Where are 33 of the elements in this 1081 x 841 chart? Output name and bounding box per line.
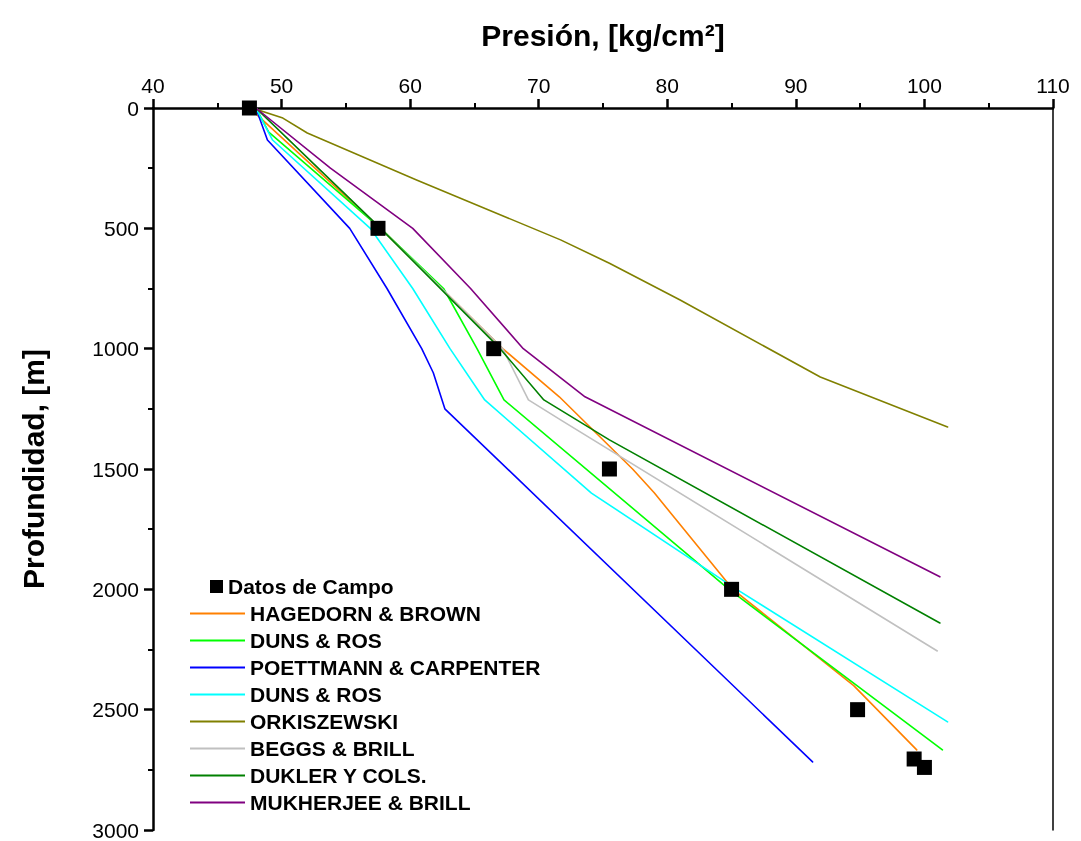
- y-axis-title: Profundidad, [m]: [16, 349, 50, 589]
- y-tick-label: 2500: [92, 698, 139, 722]
- y-tick-label: 2000: [92, 577, 139, 601]
- y-tick-label: 1500: [92, 457, 139, 481]
- x-tick-label: 70: [527, 74, 551, 97]
- point: [486, 341, 502, 357]
- y-tick-label: 3000: [92, 818, 139, 841]
- point: [850, 702, 866, 718]
- legend-label: POETTMANN & CARPENTER: [250, 656, 541, 679]
- legend-label: Datos de Campo: [228, 575, 394, 598]
- point: [916, 759, 932, 775]
- point: [601, 461, 617, 477]
- x-axis-title: Presión, [kg/cm²]: [481, 18, 725, 52]
- legend-label: DUKLER Y COLS.: [250, 764, 427, 787]
- x-tick-label: 90: [784, 74, 808, 97]
- point: [724, 581, 740, 597]
- x-tick-label: 110: [1036, 74, 1070, 97]
- y-tick-label: 500: [103, 216, 139, 240]
- legend-label: DUNS & ROS: [250, 683, 382, 706]
- x-tick-label: 100: [906, 74, 942, 97]
- x-tick-label: 40: [141, 74, 165, 97]
- legend-label: MUKHERJEE & BRILL: [250, 791, 471, 814]
- x-tick-label: 80: [655, 74, 679, 97]
- x-tick-label: 60: [398, 74, 422, 97]
- point: [241, 100, 257, 116]
- y-tick-label: 0: [127, 96, 139, 120]
- point: [370, 220, 386, 236]
- legend-label: BEGGS & BRILL: [250, 737, 415, 760]
- x-tick-label: 50: [269, 74, 294, 97]
- legend-label: DUNS & ROS: [250, 629, 382, 652]
- legend-label: ORKISZEWSKI: [250, 710, 399, 733]
- y-tick-label: 1000: [92, 337, 139, 361]
- legend-label: HAGEDORN & BROWN: [250, 602, 481, 625]
